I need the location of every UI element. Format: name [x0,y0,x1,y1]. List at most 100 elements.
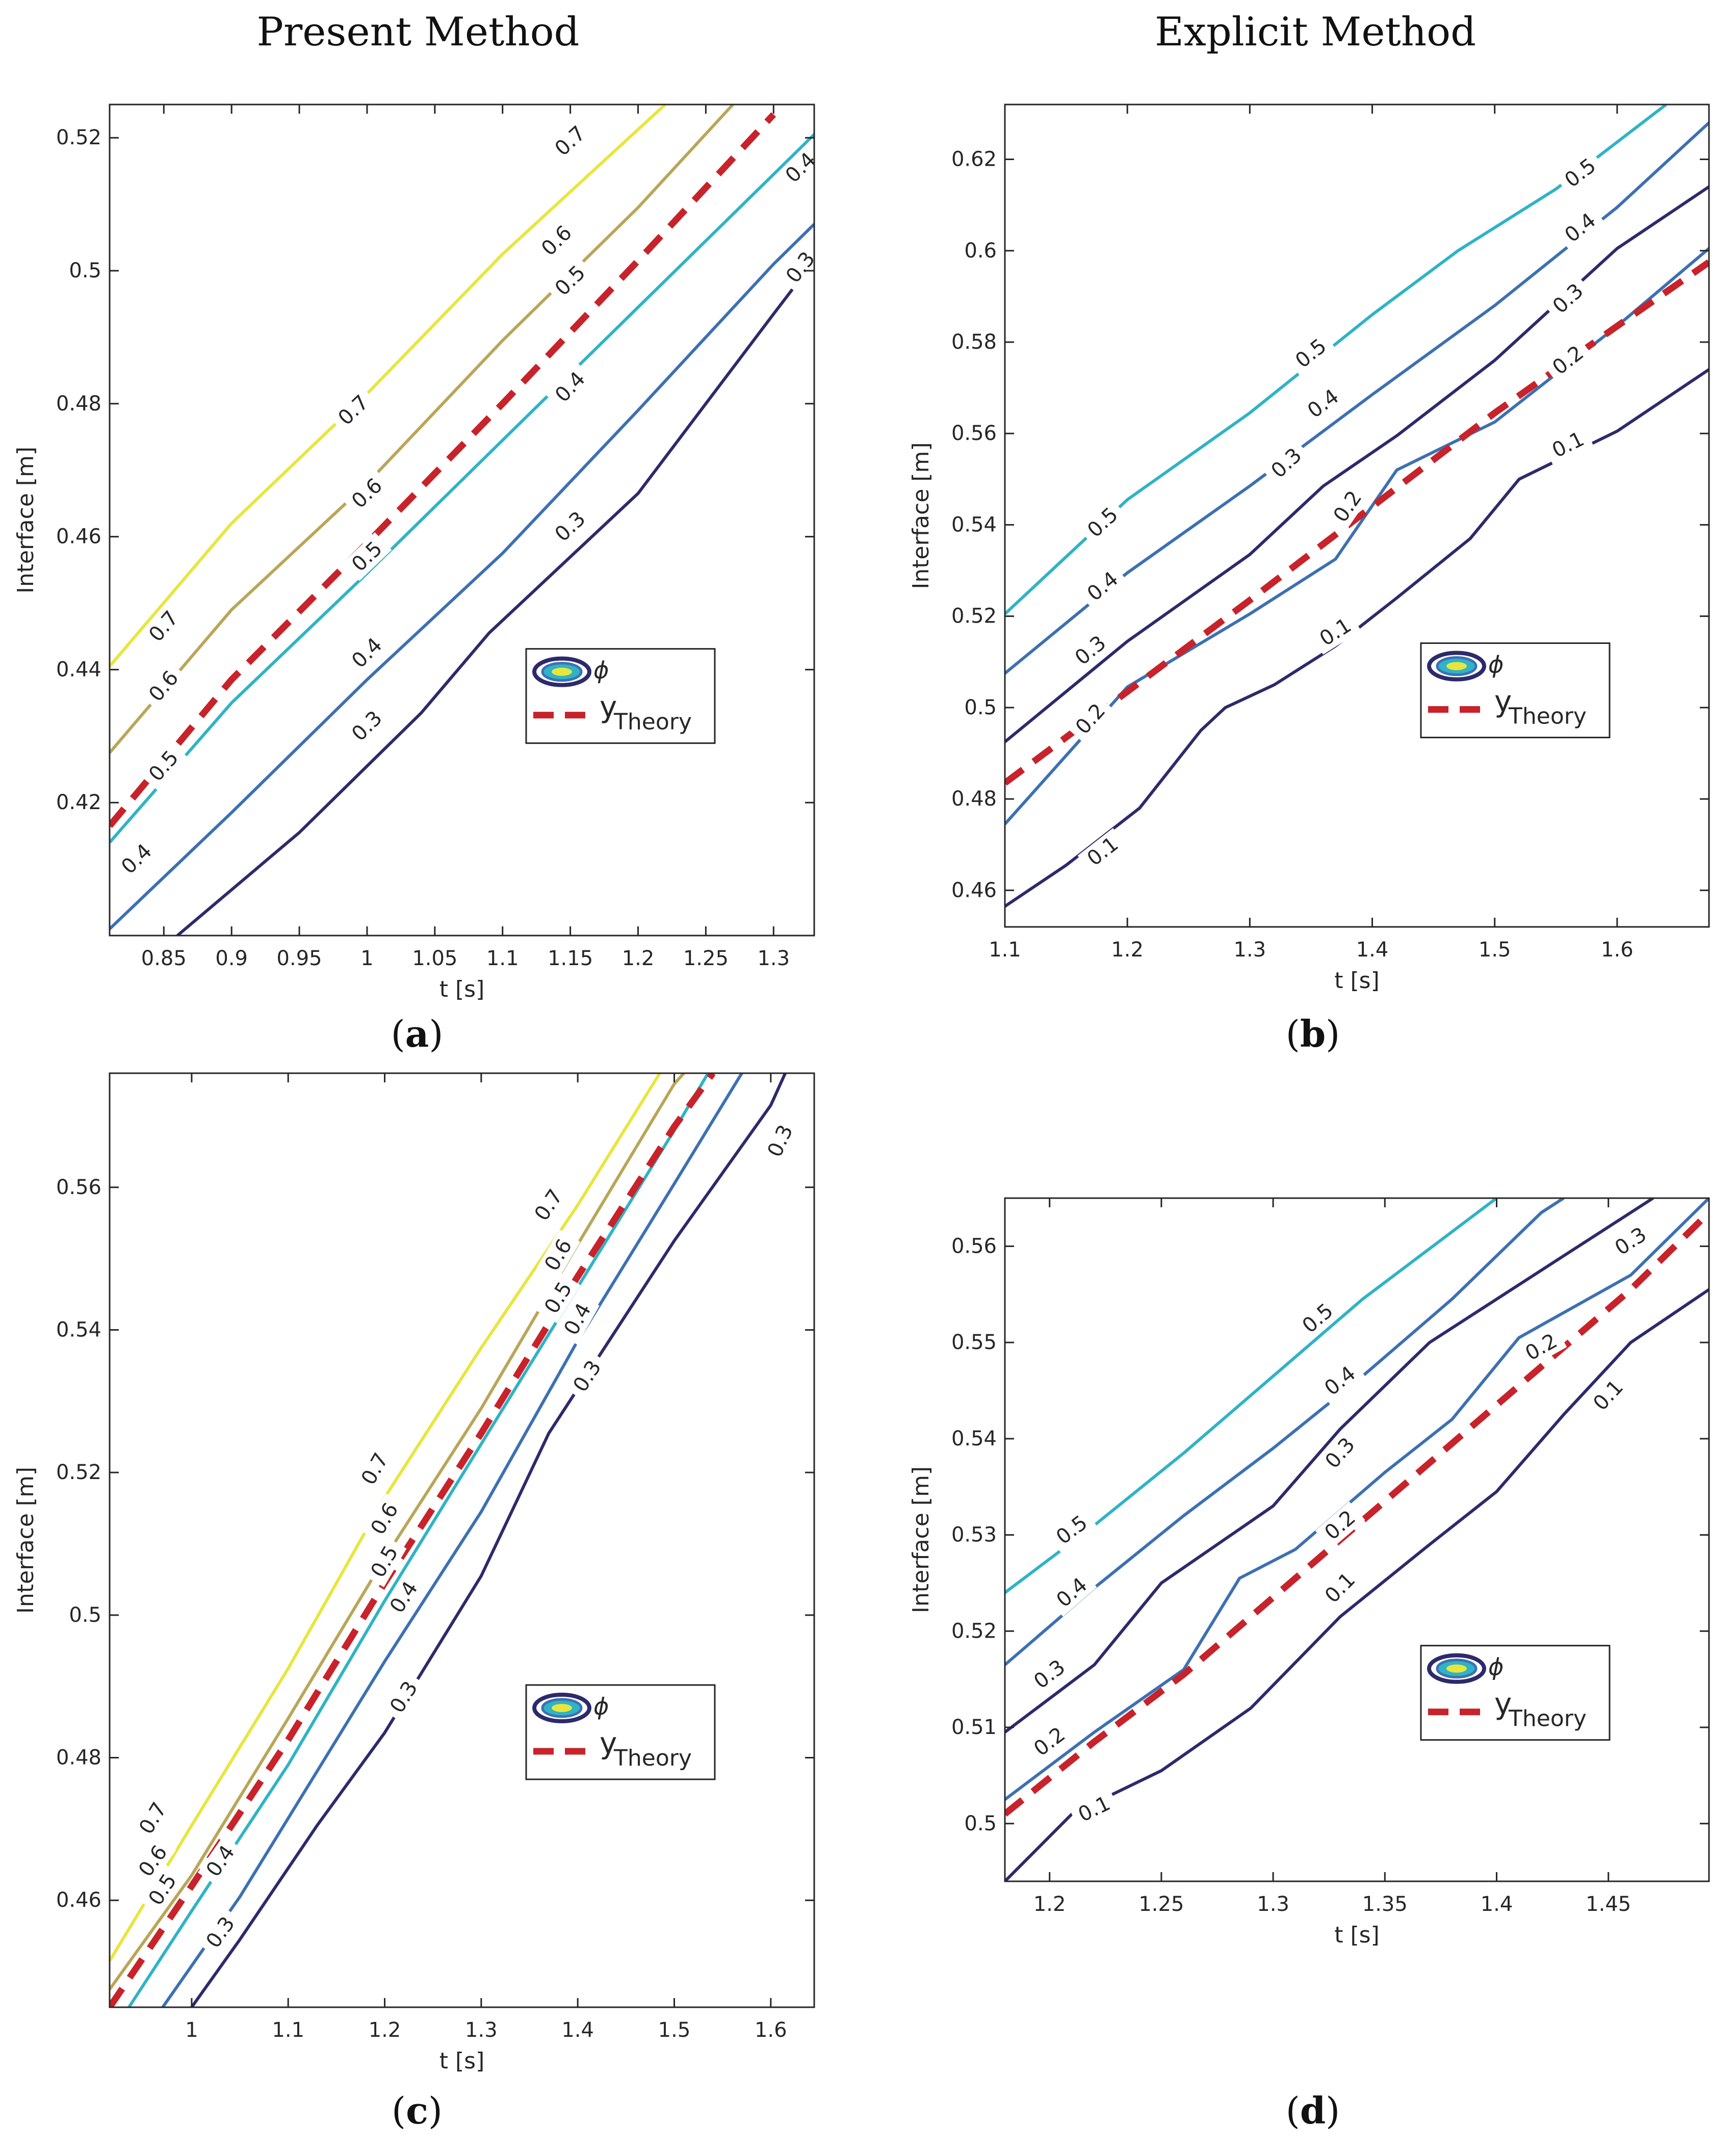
contour-label-bg [342,469,392,518]
x-tick-label: 1.1 [486,947,519,970]
x-tick-label: 1.05 [412,947,457,970]
contour-label-bg [342,702,392,751]
contour-label-bg [1077,562,1128,610]
y-tick-label: 0.51 [951,1716,997,1739]
legend-phi-icon [1427,1653,1486,1684]
legend-theory-subscript: Theory [613,709,692,735]
y-tick-label: 0.5 [964,696,997,719]
y-tick-label: 0.42 [56,791,101,814]
contour-label-0.1: 0.1 [1542,424,1594,466]
contour-label-bg [1024,1718,1075,1765]
y-axis-label: Interface [m] [908,1466,934,1613]
x-axis-label: t [s] [1334,1922,1380,1948]
y-tick-label: 0.48 [951,787,997,811]
x-tick-label: 1.4 [1356,938,1389,962]
contour-group: 0.50.50.50.40.40.40.30.30.30.20.20.20.10… [1005,105,1709,908]
y-tick-label: 0.5 [964,1812,997,1835]
x-tick-label: 1.3 [757,947,790,970]
y-axis-label: Interface [m] [13,447,39,593]
contour-line-0.4 [161,1073,743,2007]
y-tick-label: 0.52 [56,126,101,149]
contour-label-bg [1261,438,1311,487]
contour-label-bg [1286,330,1336,377]
y-tick-label: 0.53 [951,1523,997,1547]
contour-label-bg [362,1536,407,1588]
y-tick-label: 0.54 [56,1318,101,1341]
contour-label-bg [1584,1370,1633,1420]
contour-label-bg [342,532,392,581]
contour-label-bg [353,1443,397,1495]
x-tick-label: 1 [185,2018,198,2042]
contour-label-bg [1024,1651,1075,1698]
legend-theory-subscript: Theory [613,1745,692,1771]
y-tick-label: 0.46 [951,878,997,902]
x-tick-label: 1.1 [989,938,1021,962]
legend-theory-text: y [600,1726,617,1760]
y-tick-label: 0.54 [951,1427,997,1450]
legend-phi-icon [1427,651,1486,682]
theory-line [1005,259,1709,786]
contour-label-bg [381,1571,427,1623]
y-axis-label: Interface [m] [13,1467,39,1614]
contour-label-bg [556,1293,600,1345]
contour-label-bg [1555,149,1606,197]
contour-label-bg [1066,694,1115,744]
x-tick-label: 0.9 [215,947,248,970]
contour-label-0.7: 0.7 [526,1179,572,1231]
x-axis-label: t [s] [439,2048,485,2074]
contour-chart-b: 0.50.50.50.40.40.40.30.30.30.20.20.20.10… [908,103,1710,994]
contour-label-bg [536,1272,581,1324]
x-tick-label: 1.3 [1257,1893,1289,1916]
y-tick-label: 0.55 [951,1331,997,1354]
legend-phi-text: ϕ [593,657,609,684]
contour-line-0.3 [1005,1198,1654,1733]
contour-label-bg [1069,1788,1120,1830]
x-tick-label: 1.2 [1111,938,1144,962]
y-tick-label: 0.58 [951,330,997,354]
contour-label-bg [1543,336,1594,384]
legend-theory-subscript: Theory [1508,704,1587,730]
theory-line [1005,1210,1709,1817]
x-tick-label: 0.85 [141,947,187,970]
x-tick-label: 1.35 [1362,1893,1408,1916]
theory-line [110,112,776,828]
x-tick-label: 1.4 [1481,1893,1513,1916]
contour-label-0.6: 0.6 [342,469,392,518]
contour-label-bg [760,1115,801,1167]
contour-label-bg [1298,380,1349,427]
y-tick-label: 0.48 [56,1746,101,1770]
y-tick-label: 0.54 [951,513,997,536]
legend-phi-inner [552,1703,572,1712]
contour-label-0.3: 0.3 [1316,1428,1364,1479]
contour-label-bg [140,661,188,712]
contour-label-bg [776,143,814,192]
panel-label-d: (d) [1285,2089,1340,2132]
x-tick-label: 1.5 [1479,938,1511,962]
legend-phi-text: ϕ [593,1693,609,1720]
plot-area [110,105,814,936]
y-tick-label: 0.46 [56,1888,101,1912]
contour-line-0.6 [110,1073,685,1990]
y-tick-label: 0.62 [951,148,997,171]
contour-label-bg [546,362,595,412]
y-tick-label: 0.56 [951,422,997,445]
contour-label-bg [1516,1326,1567,1369]
theory-line [110,1073,716,2007]
contour-line-0.6 [110,105,734,754]
contour-label-bg [140,1864,186,1915]
contour-label-bg [1078,498,1128,547]
x-tick-label: 1 [360,947,373,970]
contour-line-0.1 [1005,368,1709,908]
legend-phi-text: ϕ [1488,651,1504,679]
x-tick-label: 1.4 [561,2018,594,2042]
legend-theory-text: y [600,690,617,724]
contour-label-bg [1316,1428,1364,1479]
axes-box [1004,1197,1710,1882]
y-tick-label: 0.52 [56,1461,101,1484]
contour-line-0.4 [1005,1198,1565,1666]
x-axis-label: t [s] [1334,968,1380,994]
y-tick-label: 0.52 [951,1619,997,1643]
contour-label-bg [381,1671,426,1723]
